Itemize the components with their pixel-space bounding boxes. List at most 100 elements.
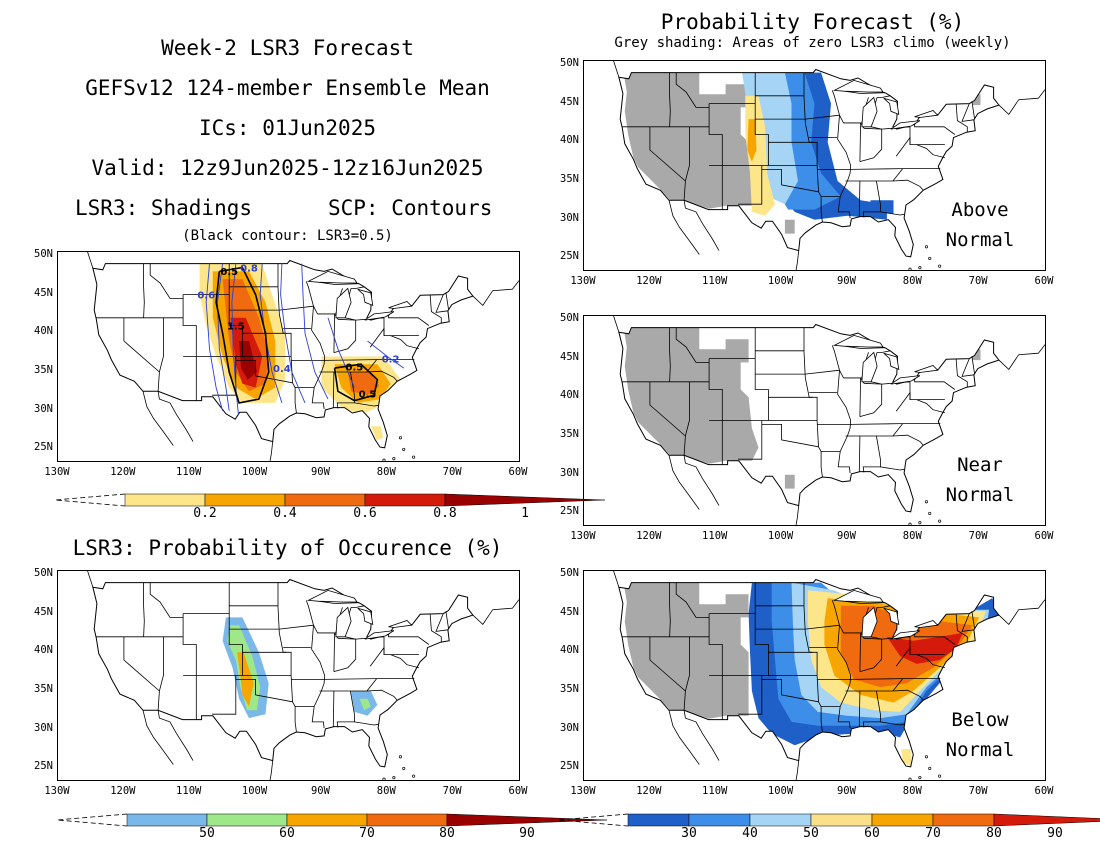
lat-label: 50N	[560, 56, 579, 69]
state-border	[892, 423, 904, 437]
state-border	[971, 356, 975, 374]
lat-label: 50N	[34, 247, 53, 260]
state-border	[914, 379, 956, 390]
state-border	[429, 294, 442, 324]
state-border	[149, 582, 184, 618]
above-normal-label: Above Normal	[925, 195, 1035, 255]
state-border	[817, 678, 941, 680]
state-border	[388, 634, 430, 645]
state-border	[909, 381, 945, 400]
state-border	[859, 122, 861, 162]
state-border	[388, 315, 430, 326]
state-border	[333, 313, 335, 353]
state-border	[761, 169, 819, 193]
state-border	[817, 423, 941, 425]
state-border	[683, 126, 690, 201]
lake	[890, 630, 921, 640]
state-border	[228, 582, 243, 676]
lake	[832, 589, 884, 603]
colorbar-swatch	[749, 813, 812, 827]
lat-label: 25N	[560, 250, 579, 263]
state-border	[754, 582, 769, 676]
contour-label: 0.5	[359, 390, 377, 401]
state-border	[754, 72, 769, 166]
lake	[914, 110, 939, 118]
state-border	[892, 678, 904, 692]
title-line-5-left: LSR3: Shadings	[75, 196, 253, 220]
state-border	[390, 335, 420, 350]
state-border	[955, 613, 968, 643]
lat-label: 35N	[560, 427, 579, 440]
prob-subtitle: Grey shading: Areas of zero LSR3 climo (…	[614, 35, 1011, 51]
state-border	[229, 305, 314, 311]
lat-label: 30N	[560, 721, 579, 734]
lon-label: 90W	[310, 785, 330, 797]
state-border	[683, 636, 690, 711]
contour-label: 0.6	[197, 290, 215, 301]
state-border	[837, 625, 852, 729]
lon-label: 130W	[570, 785, 596, 797]
state-border	[844, 90, 886, 94]
lat-label: 50N	[34, 566, 53, 579]
state-border	[333, 639, 357, 672]
contour-label: 0.8	[240, 263, 258, 274]
occurrence-title: LSR3: Probability of Occurence (%)	[72, 536, 503, 560]
lake	[890, 120, 921, 130]
state-border	[319, 689, 398, 701]
state-border	[708, 613, 723, 720]
state-border	[955, 358, 968, 388]
colorbar-label: 30	[681, 826, 697, 841]
lake	[914, 620, 939, 628]
state-border	[157, 317, 164, 392]
map-panel-above-normal	[583, 60, 1046, 271]
state-border	[754, 327, 769, 421]
state-border	[649, 381, 686, 437]
lon-label: 130W	[570, 275, 596, 287]
zero-climo-region	[623, 72, 759, 209]
zero-climo-region	[784, 219, 795, 234]
contour-label: 0.2	[382, 355, 400, 366]
state-border	[895, 391, 911, 412]
lon-label: 120W	[636, 530, 662, 542]
colorbar-swatch	[444, 493, 605, 507]
lat-label: 45N	[560, 95, 579, 108]
colorbar-swatch	[204, 493, 286, 507]
lat-label: 45N	[34, 605, 53, 618]
state-border	[277, 582, 297, 733]
contour-label: 0.5	[345, 362, 363, 373]
above-label-1: Above	[951, 199, 1009, 221]
colorbar-swatch	[286, 813, 368, 827]
near-normal-label: Near Normal	[925, 450, 1035, 510]
lat-label: 30N	[34, 721, 53, 734]
below-label-2: Normal	[945, 739, 1015, 761]
lake	[388, 301, 413, 309]
state-border	[831, 90, 864, 124]
lon-label: 80W	[376, 785, 396, 797]
state-border	[351, 605, 365, 608]
lsr3-0.5-contour	[215, 266, 270, 404]
lat-label: 35N	[34, 682, 53, 695]
contour-label: 0.4	[273, 364, 291, 375]
colorbar-swatch	[871, 813, 934, 827]
lon-label: 100W	[767, 785, 794, 797]
map-svg: 0.5 1.5 0.5 0.5 0.6 0.8 0.4 0.2	[87, 252, 519, 461]
colorbar-swatch	[124, 493, 206, 507]
zero-climo-region	[972, 94, 981, 106]
lake	[306, 589, 358, 603]
state-border	[755, 114, 840, 120]
colorbar-swatch	[126, 813, 208, 827]
lon-label: 100W	[241, 466, 268, 478]
state-border	[708, 103, 723, 210]
scp-contour	[205, 263, 224, 411]
state-border	[837, 370, 852, 474]
state-border	[961, 613, 974, 632]
state-border	[311, 306, 326, 410]
occ-60-se	[359, 698, 371, 711]
lake	[861, 351, 878, 383]
map-panel-lsr3: 0.5 1.5 0.5 0.5 0.6 0.8 0.4 0.2	[57, 251, 520, 462]
lon-label: 110W	[702, 785, 728, 797]
state-border	[123, 317, 160, 373]
lat-label: 35N	[560, 172, 579, 185]
above-30-se	[870, 200, 894, 214]
map-panel-occurrence	[57, 570, 520, 781]
